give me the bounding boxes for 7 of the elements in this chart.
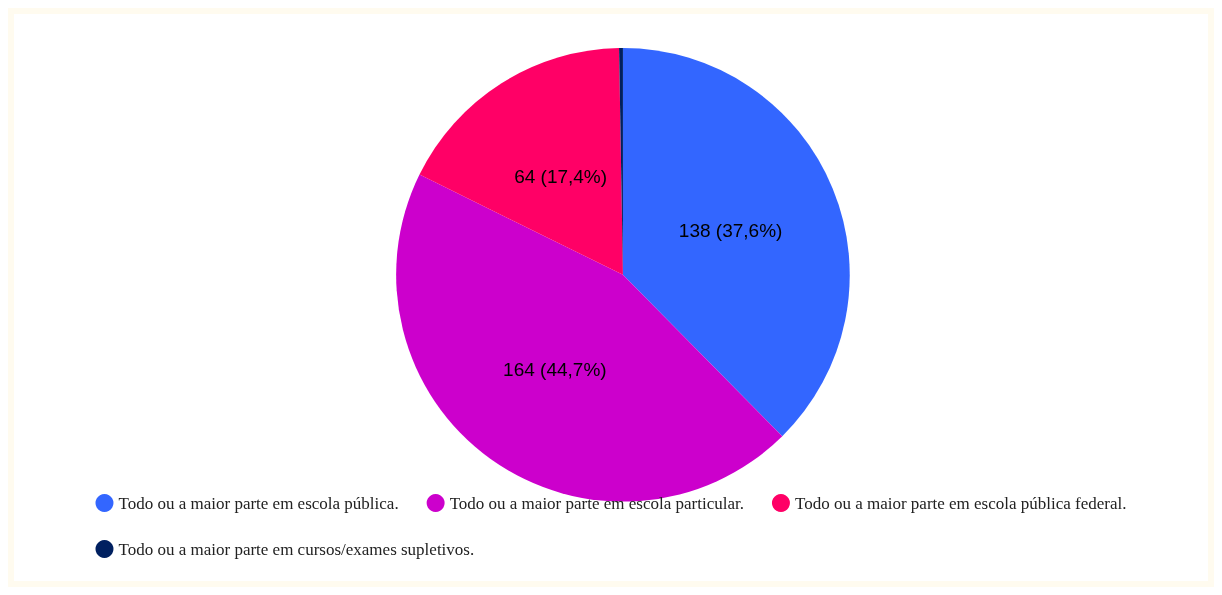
legend-label: Todo ou a maior parte em escola pública. — [118, 493, 399, 513]
data-label: 64 (17,4%) — [514, 166, 608, 188]
data-label: 138 (37,6%) — [678, 220, 783, 242]
legend-label: Todo ou a maior parte em cursos/exames supletivos. — [118, 539, 475, 559]
legend-label: Todo ou a maior parte em escola particular. — [449, 493, 744, 513]
data-label: 164 (44,7%) — [503, 358, 607, 380]
legend-label: Todo ou a maior parte em escola pública federal. — [794, 493, 1127, 513]
